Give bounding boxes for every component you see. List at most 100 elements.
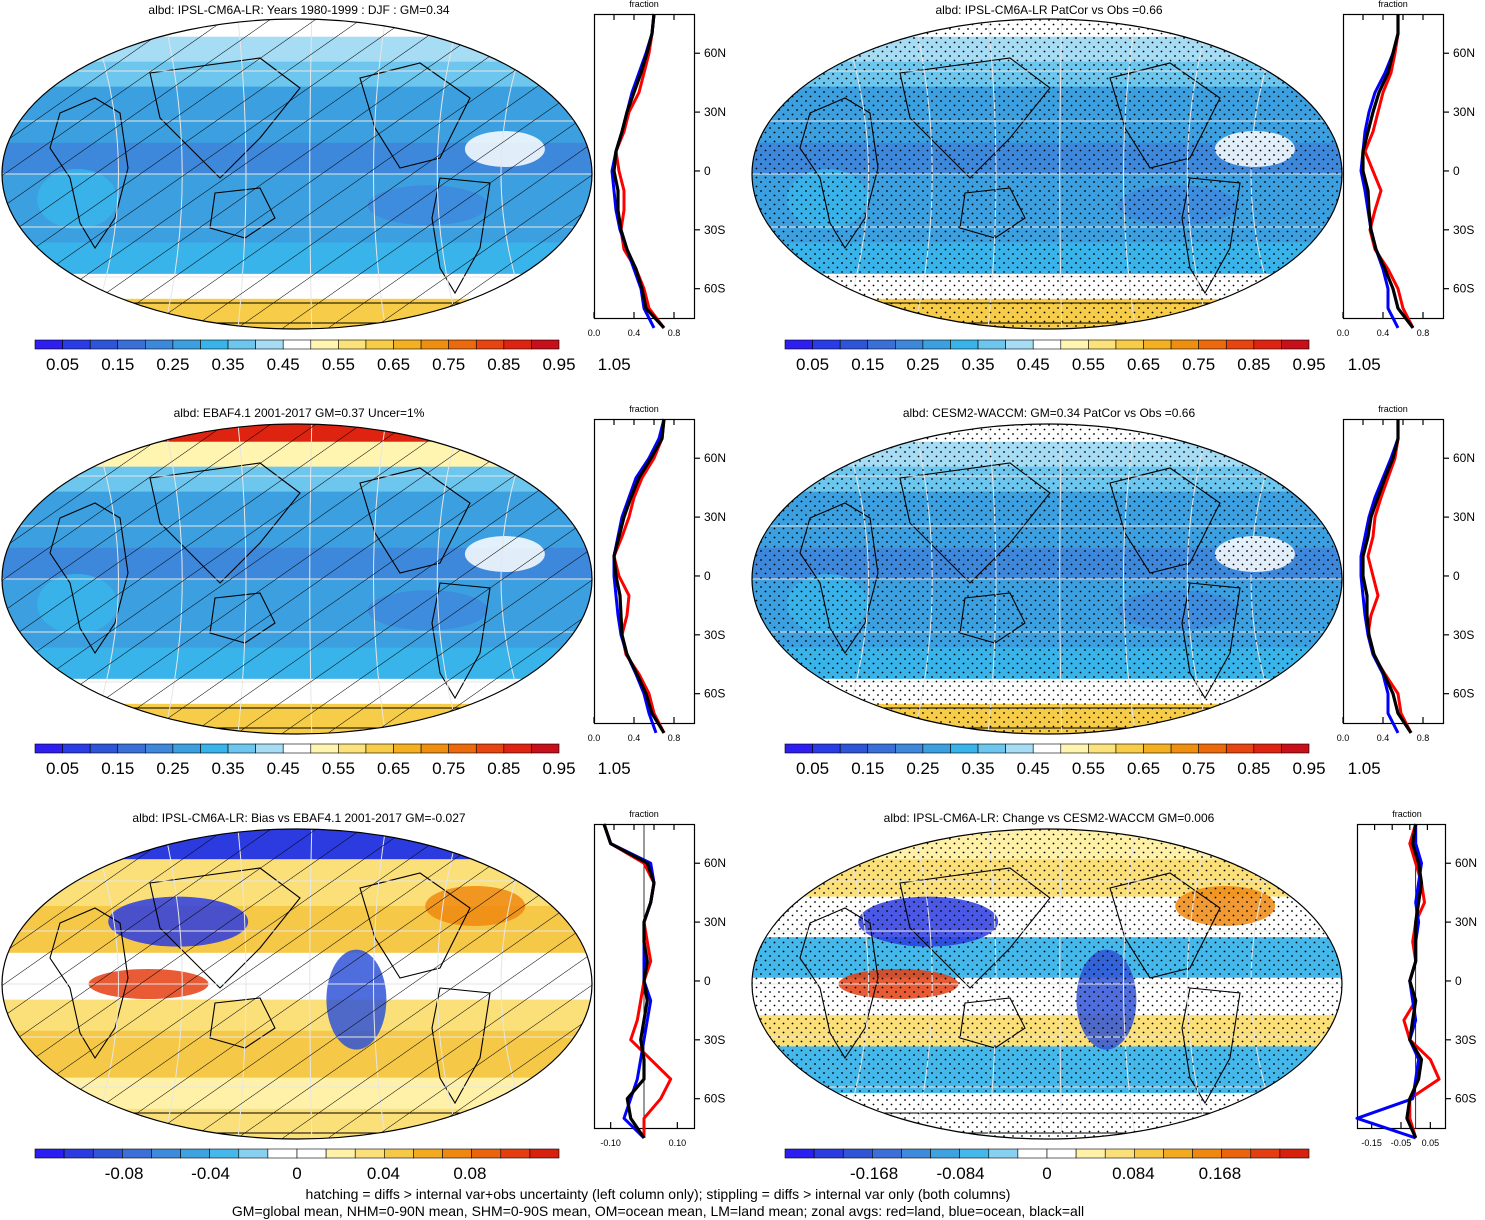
colorbar-swatch xyxy=(950,743,979,754)
colorbar-swatch xyxy=(471,1148,502,1159)
colorbar-swatch xyxy=(282,743,312,754)
colorbar-label: 0.55 xyxy=(322,759,355,778)
colorbar-swatch xyxy=(1192,1148,1222,1159)
colorbar-swatch xyxy=(448,743,477,754)
colorbar-swatch xyxy=(531,743,560,754)
colorbar-swatch xyxy=(1143,339,1172,350)
lat-label: 0 xyxy=(704,974,711,988)
colorbar-swatch xyxy=(89,743,119,754)
x-tick-label: -0.05 xyxy=(1391,1138,1412,1148)
colorbar-swatch xyxy=(296,1148,327,1159)
colorbar-swatch xyxy=(812,339,841,350)
x-tick-label: 0.8 xyxy=(1417,328,1430,338)
colorbar-swatch xyxy=(1088,743,1117,754)
panel-title: albd: IPSL-CM6A-LR: Years 1980-1999 : DJ… xyxy=(148,3,450,17)
colorbar-label: -0.04 xyxy=(191,1164,230,1183)
x-tick-label: 0.4 xyxy=(628,328,641,338)
zonal-all-line xyxy=(602,823,656,1139)
colorbar-label: 0.45 xyxy=(1017,759,1050,778)
zonal-title: fraction xyxy=(629,809,659,819)
colorbar-swatch xyxy=(354,1148,385,1159)
colorbar-swatch xyxy=(1225,743,1255,754)
lat-label: 60S xyxy=(1453,687,1474,701)
colorbar-label: 0.15 xyxy=(851,355,884,374)
colorbar-swatch xyxy=(89,339,119,350)
panel-title: albd: CESM2-WACCM: GM=0.34 PatCor vs Obs… xyxy=(902,406,1196,420)
colorbar-swatch xyxy=(338,339,367,350)
colorbar-swatch xyxy=(1005,339,1034,350)
colorbar-label: 0.85 xyxy=(1237,759,1270,778)
colorbar-swatch xyxy=(1198,743,1227,754)
colorbar-swatch xyxy=(117,339,146,350)
colorbar-swatch xyxy=(172,743,201,754)
colorbar: 0.05 0.15 0.25 0.35 0.45 0.55 0.65 0.75 0.85 0.95… xyxy=(784,339,1381,374)
zonal-all-line xyxy=(612,418,666,734)
colorbar-swatch xyxy=(1253,339,1282,350)
colorbar-swatch xyxy=(282,339,312,350)
colorbar-swatch xyxy=(62,743,91,754)
colorbar-swatch xyxy=(448,339,477,350)
colorbar-swatch xyxy=(413,1148,443,1159)
colorbar-swatch xyxy=(255,743,284,754)
zonal-land-line xyxy=(612,418,666,734)
x-tick-label: -0.10 xyxy=(600,1138,621,1148)
panel-title: albd: EBAF4.1 2001-2017 GM=0.37 Uncer=1% xyxy=(173,406,425,420)
panel-title: albd: IPSL-CM6A-LR: Change vs CESM2-WACC… xyxy=(883,811,1215,825)
lat-label: 30N xyxy=(1453,105,1475,119)
x-tick-label: 0.8 xyxy=(668,328,681,338)
colorbar-swatch xyxy=(1281,743,1310,754)
colorbar-swatch xyxy=(1075,1148,1106,1159)
colorbar-swatch xyxy=(92,1148,123,1159)
colorbar-swatch xyxy=(209,1148,240,1159)
colorbar-swatch xyxy=(500,1148,531,1159)
colorbar-swatch xyxy=(151,1148,181,1159)
colorbar-swatch xyxy=(117,743,146,754)
colorbar-swatch xyxy=(977,743,1006,754)
x-tick-label: 0.8 xyxy=(1417,733,1430,743)
colorbar-swatch xyxy=(1032,339,1062,350)
x-tick-label: 0.0 xyxy=(1337,733,1350,743)
colorbar-swatch xyxy=(922,743,951,754)
colorbar-swatch xyxy=(1170,743,1199,754)
colorbar-label: 0.35 xyxy=(212,355,245,374)
colorbar-swatch xyxy=(784,339,813,350)
colorbar-label: 0.25 xyxy=(906,759,939,778)
colorbar-swatch xyxy=(172,339,201,350)
colorbar-swatch xyxy=(34,1148,65,1159)
colorbar-swatch xyxy=(1134,1148,1164,1159)
colorbar-swatch xyxy=(959,1148,990,1159)
footer-line-2: GM=global mean, NHM=0-90N mean, SHM=0-90… xyxy=(231,1203,1085,1219)
colorbar-swatch xyxy=(784,743,813,754)
zonal-land-line xyxy=(1366,419,1413,734)
colorbar-label: 0.08 xyxy=(453,1164,486,1183)
map-border xyxy=(1,18,593,330)
colorbar-swatch xyxy=(420,339,449,350)
colorbar-swatch xyxy=(1017,1148,1048,1159)
lat-label: 60N xyxy=(704,46,726,60)
colorbar-label: 0.75 xyxy=(432,759,465,778)
colorbar-label: 0.95 xyxy=(542,355,575,374)
colorbar-swatch xyxy=(420,743,449,754)
colorbar-label: 0.35 xyxy=(962,759,995,778)
colorbar-label: -0.084 xyxy=(936,1164,984,1183)
colorbar-swatch xyxy=(901,1148,931,1159)
colorbar-swatch xyxy=(895,743,924,754)
colorbar-label: 0.45 xyxy=(267,355,300,374)
map-panel xyxy=(1,828,593,1140)
lat-label: 0 xyxy=(704,164,711,178)
colorbar-label: 0 xyxy=(1042,1164,1051,1183)
lat-label: 60S xyxy=(1453,282,1474,296)
zonal-land-line xyxy=(1363,14,1415,329)
zonal-title: fraction xyxy=(629,0,659,9)
lat-label: 60N xyxy=(704,856,726,870)
colorbar-label: 1.05 xyxy=(1348,355,1381,374)
colorbar-swatch xyxy=(442,1148,472,1159)
colorbar-swatch xyxy=(950,339,979,350)
colorbar-label: 0.65 xyxy=(1127,759,1160,778)
colorbar-swatch xyxy=(475,339,505,350)
colorbar-swatch xyxy=(813,1148,844,1159)
lat-label: 60S xyxy=(704,1092,725,1106)
map-panel xyxy=(751,423,1343,735)
colorbar-swatch xyxy=(393,743,422,754)
colorbar-swatch xyxy=(977,339,1006,350)
